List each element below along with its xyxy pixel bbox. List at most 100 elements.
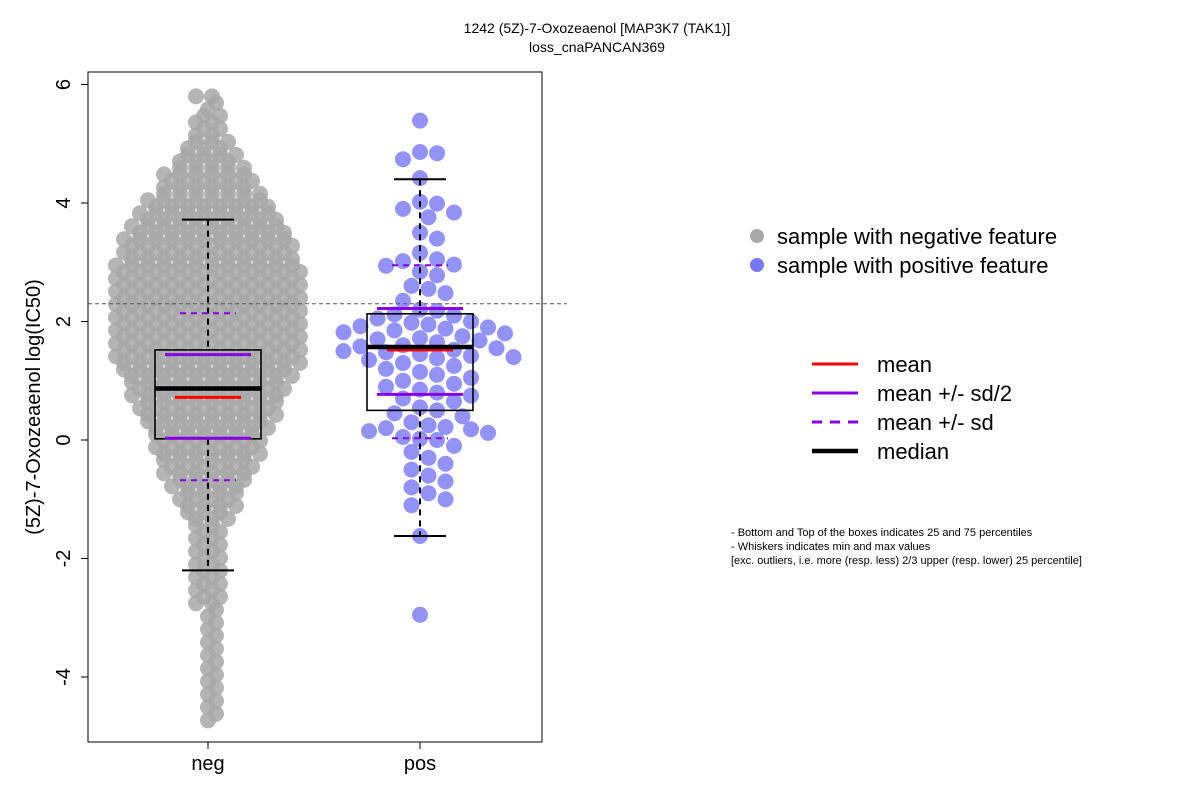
pos-point <box>378 378 394 395</box>
neg-point <box>260 419 276 436</box>
neg-point <box>156 465 172 482</box>
pos-point <box>420 316 437 333</box>
pos-point <box>378 257 394 274</box>
pos-point <box>463 387 479 404</box>
stats-layer <box>88 178 567 572</box>
pos-point <box>361 352 377 368</box>
pos-point <box>437 491 454 508</box>
pos-point <box>412 399 428 416</box>
pos-point <box>429 366 445 383</box>
pos-point <box>437 473 454 490</box>
pos-point <box>378 420 394 437</box>
pos-point <box>420 417 437 434</box>
legend-label: mean +/- sd/2 <box>877 381 1012 406</box>
pos-point <box>463 421 479 438</box>
pos-point <box>403 314 420 331</box>
pos-box <box>366 312 474 412</box>
y-tick-label: -4 <box>53 668 75 686</box>
neg-point <box>188 595 204 612</box>
pos-point <box>446 204 462 221</box>
neg-point <box>164 478 180 495</box>
notes: - Bottom and Top of the boxes indicates … <box>731 527 1082 567</box>
legend-label: mean +/- sd <box>877 410 994 435</box>
pos-point <box>386 405 403 422</box>
pos-point <box>437 285 454 302</box>
pos-point <box>378 360 394 377</box>
pos-point <box>446 307 462 324</box>
pos-point <box>429 251 445 268</box>
legend-label: sample with negative feature <box>777 224 1057 249</box>
pos-point <box>429 195 445 212</box>
pos-point <box>429 230 445 247</box>
note-line: - Bottom and Top of the boxes indicates … <box>731 527 1033 539</box>
pos-point <box>480 424 496 441</box>
pos-point <box>395 200 411 217</box>
pos-point <box>395 151 411 168</box>
pos-point <box>505 349 522 366</box>
pos-point <box>446 256 462 273</box>
pos-point <box>429 302 445 319</box>
pos-point <box>420 280 437 297</box>
pos-point <box>386 322 403 339</box>
pos-point <box>420 467 437 484</box>
pos-point <box>412 606 428 623</box>
pos-point <box>420 209 437 226</box>
pos-point <box>429 145 445 162</box>
pos-point <box>369 310 386 327</box>
pos-point <box>412 330 428 347</box>
pos-point <box>403 443 420 460</box>
pos-point <box>429 432 445 448</box>
pos-point <box>437 419 454 435</box>
pos-point <box>446 375 462 392</box>
pos-point <box>335 324 352 341</box>
chart-title-line2: loss_cnaPANCAN369 <box>529 39 665 55</box>
pos-point <box>403 497 420 514</box>
neg-point <box>200 712 216 729</box>
pos-point <box>471 332 488 349</box>
pos-point <box>412 363 428 380</box>
y-tick-label: 0 <box>53 434 75 445</box>
pos-point <box>403 277 420 294</box>
legend-label: mean <box>877 352 932 377</box>
pos-point <box>395 355 411 371</box>
y-tick-label: 4 <box>53 197 75 208</box>
legend-label: median <box>877 439 949 464</box>
pos-point <box>437 320 454 337</box>
pos-point <box>463 369 479 386</box>
pos-point <box>446 357 462 374</box>
pos-point <box>412 144 428 160</box>
y-axis-title: (5Z)-7-Oxozeaenol log(IC50) <box>23 279 45 535</box>
pos-point <box>369 331 386 348</box>
neg-point <box>252 445 268 462</box>
x-tick-label: pos <box>404 753 436 775</box>
pos-point <box>403 461 420 478</box>
chart-title-line1: 1242 (5Z)-7-Oxozeaenol [MAP3K7 (TAK1)] <box>464 20 731 36</box>
pos-point <box>429 267 445 284</box>
x-axis: neg pos <box>191 742 436 775</box>
legend-swatch-point <box>750 229 764 243</box>
note-line: [exc. outliers, i.e. more (resp. less) 2… <box>731 555 1082 567</box>
y-tick-label: 2 <box>53 316 75 327</box>
neg-point <box>220 510 236 527</box>
pos-point <box>463 347 479 364</box>
plot-frame <box>87 71 543 743</box>
pos-point <box>454 408 471 425</box>
pos-point <box>412 244 428 261</box>
pos-point <box>420 449 437 466</box>
neg-point <box>188 88 204 105</box>
pos-point <box>395 292 411 309</box>
note-line: - Whiskers indicates min and max values <box>731 541 931 553</box>
neg-point <box>124 387 140 404</box>
pos-point <box>403 414 420 431</box>
neg-point <box>228 497 244 514</box>
points-layer <box>108 88 522 729</box>
y-axis: -4 -2 0 2 4 6 <box>53 79 88 686</box>
pos-point <box>437 455 454 472</box>
y-tick-label: 6 <box>53 79 75 90</box>
pos-point <box>446 437 462 454</box>
pos-point <box>395 372 411 389</box>
pos-point <box>480 319 496 336</box>
neg-point <box>292 354 308 371</box>
pos-point <box>395 429 411 445</box>
legend: sample with negative feature sample with … <box>750 224 1057 464</box>
